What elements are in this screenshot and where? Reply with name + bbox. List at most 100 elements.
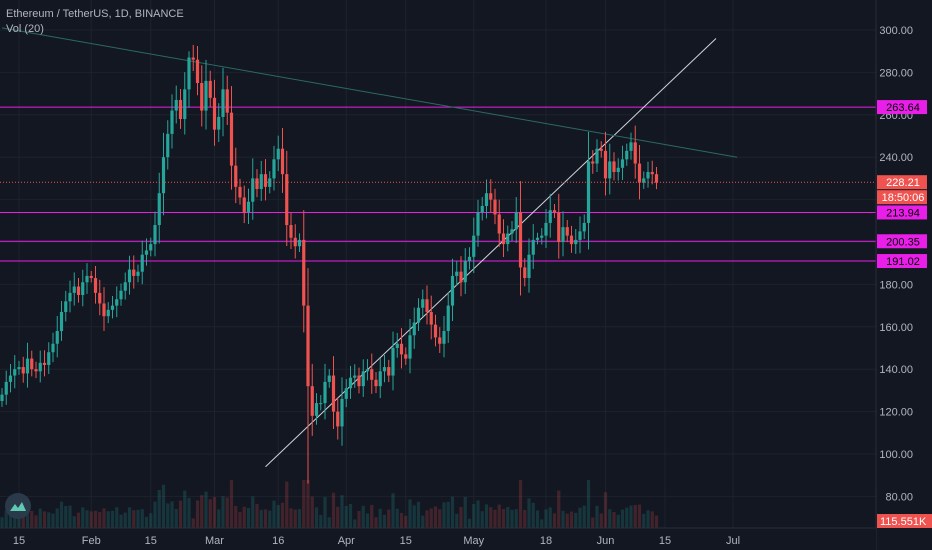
- volume-bar: [467, 518, 472, 528]
- volume-bar: [276, 505, 280, 528]
- volume-bar: [319, 515, 323, 528]
- volume-bar: [174, 509, 178, 528]
- candle-body: [4, 381, 8, 395]
- grid: [0, 0, 876, 528]
- candle-body: [506, 233, 510, 245]
- volume-bar: [132, 510, 136, 528]
- time-tick-label: May: [463, 535, 484, 547]
- candle-body: [425, 299, 429, 312]
- level-badge-bg: [877, 254, 927, 269]
- candle-body: [650, 172, 654, 175]
- volume-bar: [395, 508, 399, 528]
- volume-indicator-label[interactable]: Vol (20): [6, 23, 44, 35]
- candle-body: [374, 379, 378, 387]
- candle-body: [578, 231, 582, 240]
- candle-body: [642, 178, 646, 183]
- volume-bar: [382, 514, 387, 528]
- volume-bar: [166, 503, 170, 528]
- volume-bar: [272, 500, 276, 528]
- volume-bar: [365, 513, 370, 528]
- volume-bar: [463, 497, 467, 528]
- candle-body: [242, 197, 246, 213]
- volume-bar: [412, 505, 416, 528]
- volume-bar: [327, 517, 331, 528]
- candle-body: [30, 358, 34, 370]
- candle-body: [246, 201, 251, 213]
- volume-bar: [527, 498, 531, 528]
- level-badge-text: 191.02: [886, 256, 920, 268]
- candle-body: [68, 292, 72, 302]
- volume-bar: [548, 507, 552, 528]
- candle-body: [34, 369, 38, 372]
- level-badge-text: 213.94: [886, 207, 920, 219]
- volume-bar: [187, 498, 191, 528]
- volume-bar: [442, 502, 446, 528]
- candle-body: [455, 271, 459, 276]
- level-badge-bg: [877, 100, 927, 115]
- candle-body: [489, 193, 493, 200]
- volume-bar: [535, 510, 540, 528]
- candle-body: [149, 244, 153, 251]
- countdown-badge-bg: [877, 190, 927, 205]
- candle-body: [616, 167, 620, 173]
- candle-body: [353, 375, 357, 378]
- candle-body: [144, 250, 149, 255]
- volume-bar: [557, 490, 561, 528]
- volume-bar: [455, 513, 459, 528]
- volume-bar: [170, 501, 174, 528]
- volume-bar: [47, 512, 51, 528]
- volume-bar: [225, 497, 229, 528]
- candle-body: [557, 212, 561, 242]
- candle-body: [183, 89, 187, 120]
- volume-bar: [93, 510, 98, 528]
- volume-bar: [59, 501, 64, 528]
- volume-bar: [565, 513, 569, 528]
- level-badge-bg: [877, 234, 927, 249]
- price-axis[interactable]: 80.00100.00120.00140.00160.00180.00200.0…: [875, 0, 932, 550]
- volume-bar: [242, 506, 246, 528]
- candle-body: [272, 159, 276, 179]
- volume-bar: [115, 507, 119, 528]
- candle-body: [323, 381, 327, 404]
- candle-body: [8, 375, 13, 382]
- candle-body: [115, 299, 119, 306]
- volume-badge-text: 115.551K: [880, 516, 927, 528]
- candle-body: [523, 267, 527, 279]
- symbol-title[interactable]: Ethereum / TetherUS, 1D, BINANCE: [6, 8, 184, 20]
- volume-bar: [578, 507, 582, 528]
- candle-body: [55, 331, 59, 344]
- horizontal-levels[interactable]: [0, 106, 876, 262]
- tradingview-logo[interactable]: [5, 493, 31, 519]
- volume-bar: [81, 507, 85, 528]
- volume-bar: [489, 507, 493, 528]
- volume-bar: [136, 509, 140, 528]
- volume-bar: [421, 515, 425, 528]
- candle-body: [136, 271, 140, 276]
- candle-body: [38, 362, 42, 372]
- volume-bar: [127, 507, 132, 528]
- volume-bar: [561, 510, 565, 528]
- volume-bar: [85, 510, 89, 528]
- volume-bar: [361, 505, 365, 528]
- candle-body: [212, 97, 217, 130]
- volume-bar: [34, 515, 38, 528]
- volume-bar: [416, 501, 421, 528]
- volume-bar: [370, 505, 374, 528]
- candle-body: [595, 148, 599, 164]
- time-tick-label: 15: [659, 535, 671, 547]
- trend-lines[interactable]: [1, 27, 738, 468]
- volume-bar: [200, 495, 204, 528]
- candle-body: [229, 112, 234, 166]
- candle-body: [535, 237, 540, 240]
- candle-body: [51, 343, 55, 353]
- candle-body: [285, 174, 289, 226]
- price-axis-bg: [876, 0, 932, 550]
- volume-bar: [484, 504, 489, 528]
- volume-bar: [353, 519, 357, 528]
- time-axis[interactable]: 202015Feb15Mar16Apr15May18Jun15Jul: [0, 527, 876, 550]
- candle-body: [204, 80, 208, 111]
- volume-bar: [438, 509, 442, 528]
- volume-bar: [620, 509, 625, 528]
- candle-body: [13, 369, 17, 376]
